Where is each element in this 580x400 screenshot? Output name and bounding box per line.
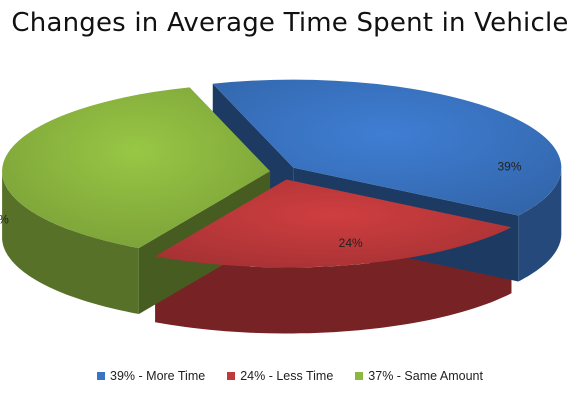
legend-item-2: 37% - Same Amount bbox=[355, 369, 483, 383]
legend-label-0: 39% - More Time bbox=[110, 369, 206, 383]
legend-label-1: 24% - Less Time bbox=[240, 369, 334, 383]
data-label-2: 37% bbox=[0, 213, 9, 227]
pie-slice-0 bbox=[212, 79, 562, 216]
legend-label-2: 37% - Same Amount bbox=[368, 369, 483, 383]
legend-item-0: 39% - More Time bbox=[97, 369, 205, 383]
data-label-1: 24% bbox=[339, 236, 363, 250]
legend-swatch-2 bbox=[355, 372, 364, 380]
pie-slice-side bbox=[518, 167, 562, 282]
legend-swatch-0 bbox=[97, 372, 106, 380]
legend-swatch-1 bbox=[227, 372, 236, 380]
data-label-0: 39% bbox=[497, 160, 521, 174]
legend-item-1: 24% - Less Time bbox=[227, 369, 333, 383]
legend: 39% - More Time 24% - Less Time 37% - Same… bbox=[0, 369, 580, 383]
pie-slice-1 bbox=[155, 179, 512, 268]
pie-slice-2 bbox=[2, 87, 271, 249]
pie-slice-side bbox=[2, 172, 139, 314]
pie-slice-side bbox=[155, 227, 512, 334]
chart-title: Changes in Average Time Spent in Vehicle bbox=[11, 8, 569, 38]
